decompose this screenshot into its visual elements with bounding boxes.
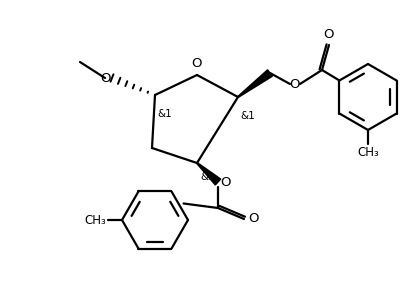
Text: O: O xyxy=(290,78,300,91)
Text: CH₃: CH₃ xyxy=(84,213,106,226)
Text: O: O xyxy=(324,28,334,41)
Text: O: O xyxy=(220,175,231,188)
Text: &1: &1 xyxy=(157,109,172,119)
Text: O: O xyxy=(192,57,202,70)
Text: O: O xyxy=(100,72,111,85)
Text: &1: &1 xyxy=(240,111,255,121)
Polygon shape xyxy=(197,163,221,185)
Text: CH₃: CH₃ xyxy=(357,146,379,159)
Text: &1: &1 xyxy=(200,172,215,182)
Polygon shape xyxy=(238,70,272,97)
Text: O: O xyxy=(248,213,259,226)
